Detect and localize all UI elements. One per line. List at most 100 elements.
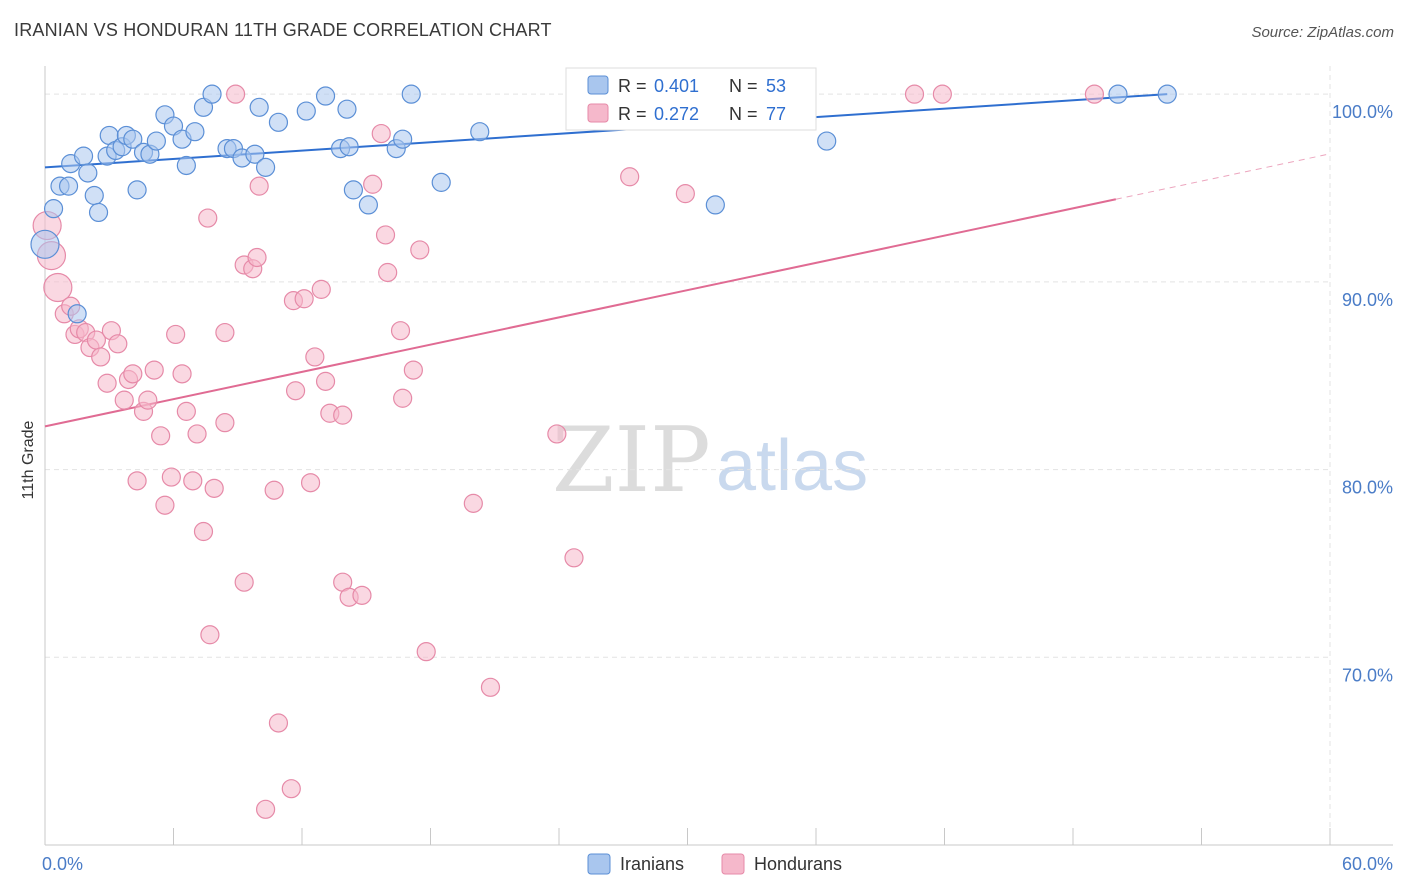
hondurans-r-label: R =: [618, 104, 647, 124]
iranians-point-51: [1108, 84, 1128, 104]
iranians-point-45: [470, 122, 490, 142]
iranians-point-49: [817, 131, 837, 151]
iranians-point-35: [315, 86, 336, 106]
hondurans-point-64: [410, 240, 430, 260]
iranians-n-value: 53: [766, 76, 786, 96]
iranians-point-50: [705, 195, 725, 215]
hondurans-point-50: [311, 279, 331, 299]
hondurans-swatch: [587, 103, 609, 123]
hondurans-point-53: [333, 405, 353, 425]
iranians-r-label: R =: [618, 76, 647, 96]
y-tick-label-2: 80.0%: [1342, 478, 1393, 498]
hondurans-point-20: [144, 360, 164, 380]
hondurans-point-70: [620, 167, 640, 187]
hondurans-point-67: [480, 677, 501, 697]
y-tick-label-3: 70.0%: [1342, 665, 1393, 685]
hondurans-point-68: [547, 424, 567, 444]
hondurans-n-value: 77: [766, 104, 786, 124]
hondurans-point-57: [363, 174, 383, 194]
hondurans-point-56: [352, 585, 372, 605]
iranians-point-44: [431, 172, 451, 192]
hondurans-point-29: [193, 521, 214, 542]
iranians-point-15: [123, 129, 143, 149]
hondurans-point-46: [285, 381, 306, 401]
hondurans-point-48: [300, 473, 321, 493]
hondurans-point-17: [127, 471, 147, 491]
hondurans-point-26: [176, 401, 196, 421]
y-tick-label-0: 100.0%: [1332, 102, 1393, 122]
iranians-point-7: [78, 163, 98, 183]
iranians-point-24: [185, 122, 205, 142]
hondurans-point-30: [198, 208, 218, 228]
hondurans-point-32: [204, 478, 224, 498]
iranians-point-1: [43, 199, 64, 219]
x-tick-label-1: 60.0%: [1342, 854, 1393, 874]
hondurans-point-2: [43, 272, 73, 303]
iranians-point-9: [88, 202, 109, 223]
stats-legend: R = 0.401 N = 53 R = 0.272 N = 77: [565, 67, 817, 131]
hondurans-point-19: [138, 390, 158, 410]
hondurans-point-44: [281, 779, 301, 799]
hondurans-point-61: [390, 321, 411, 341]
iranians-point-34: [296, 101, 316, 121]
hondurans-point-40: [249, 176, 269, 196]
hondurans-r-value: 0.272: [654, 104, 699, 124]
hondurans-point-28: [187, 424, 207, 444]
x-tick-label-0: 0.0%: [42, 854, 83, 874]
iranians-point-5: [67, 304, 87, 324]
hondurans-point-41: [255, 799, 276, 819]
hondurans-point-37: [234, 572, 254, 592]
hondurans-point-24: [166, 324, 186, 345]
watermark-atlas: atlas: [716, 426, 868, 506]
iranians-point-6: [73, 146, 94, 166]
hondurans-point-27: [183, 471, 203, 491]
hondurans-point-74: [904, 84, 925, 104]
watermark-zip: ZIP: [552, 408, 711, 513]
tick-labels: 100.0% 90.0% 80.0% 70.0% 0.0% 60.0%: [42, 102, 1393, 874]
series-legend: Iranians Hondurans: [587, 853, 842, 875]
hondurans-point-16: [123, 364, 143, 384]
hondurans-point-35: [226, 84, 246, 104]
iranians-point-38: [339, 137, 359, 157]
iranians-point-19: [146, 131, 166, 151]
legend-iranians-label: Iranians: [620, 854, 684, 874]
hondurans-point-69: [564, 548, 584, 568]
iranians-swatch: [587, 75, 609, 95]
legend-iranians-swatch: [587, 853, 611, 875]
hondurans-point-62: [393, 388, 413, 408]
hondurans-trend-extension: [1115, 153, 1331, 200]
hondurans-point-10: [91, 347, 111, 367]
iranians-point-26: [202, 84, 222, 104]
iranians-point-40: [358, 195, 378, 215]
y-axis-label: 11th Grade: [20, 420, 37, 499]
hondurans-point-60: [378, 262, 398, 283]
hondurans-point-14: [114, 390, 134, 410]
hondurans-point-23: [161, 467, 181, 487]
iranians-point-42: [393, 129, 413, 149]
chart-title: IRANIAN VS HONDURAN 11TH GRADE CORRELATI…: [14, 20, 552, 40]
hondurans-trend-line: [44, 198, 1117, 428]
iranians-point-33: [268, 112, 289, 132]
hondurans-point-65: [416, 642, 436, 662]
hondurans-point-22: [155, 495, 175, 515]
legend-hondurans-label: Hondurans: [754, 854, 842, 874]
iranians-point-37: [337, 99, 357, 119]
hondurans-point-11: [97, 373, 117, 393]
hondurans-point-75: [932, 84, 952, 104]
iranians-point-31: [249, 97, 269, 117]
iranians-point-3: [58, 176, 79, 196]
iranians-point-0: [30, 229, 60, 259]
iranians-point-8: [84, 185, 104, 206]
iranians-point-39: [343, 180, 363, 200]
hondurans-point-47: [294, 289, 314, 309]
iranians-point-23: [176, 155, 196, 176]
hondurans-point-21: [151, 426, 171, 446]
iranians-point-32: [255, 157, 276, 177]
hondurans-point-13: [108, 334, 128, 354]
hondurans-point-71: [675, 184, 695, 204]
axes: [44, 66, 1393, 846]
hondurans-point-33: [215, 322, 235, 343]
hondurans-point-76: [1084, 84, 1105, 104]
y-tick-label-1: 90.0%: [1342, 290, 1393, 310]
hondurans-point-31: [200, 625, 220, 645]
